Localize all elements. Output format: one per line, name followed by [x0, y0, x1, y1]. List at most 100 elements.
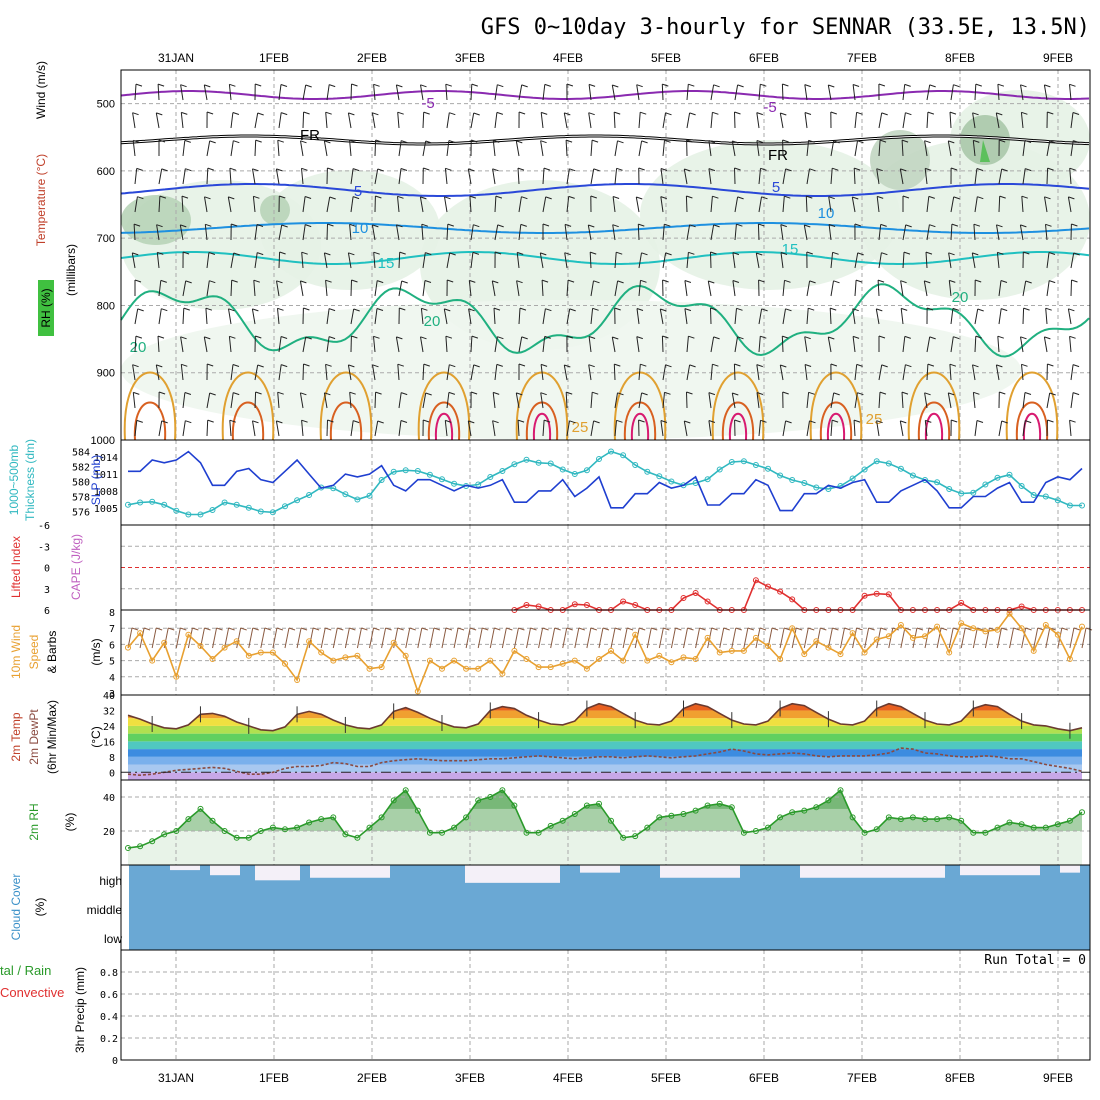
wind-barb-flag	[996, 224, 1003, 228]
wind-barb-flag	[878, 83, 886, 87]
wind-barb	[662, 112, 666, 129]
temp-contour-15	[120, 251, 1090, 265]
wind-barb	[899, 420, 904, 437]
rh-blob	[960, 115, 1010, 165]
wind-barb	[947, 140, 952, 157]
wind-barb-flag	[832, 627, 839, 631]
wind-barb	[446, 224, 449, 241]
wind-barb	[734, 111, 736, 129]
wind-barb-flag	[135, 335, 143, 339]
wind-barb	[326, 308, 330, 325]
temp-contour-25	[809, 371, 863, 441]
wind-barb-flag	[758, 279, 765, 283]
wind-barb	[662, 140, 665, 157]
wind-barb	[732, 252, 736, 269]
wind-speed-line-point	[656, 652, 663, 659]
wind-barb-flag	[617, 392, 624, 396]
wind-barb	[350, 168, 354, 185]
rh-tick: 40	[103, 793, 115, 804]
wind-barb	[1019, 224, 1024, 241]
wind-barb-flag	[567, 279, 575, 283]
wind-barb-flag	[976, 420, 984, 423]
cloud-clear	[800, 865, 945, 878]
rh-above-33	[128, 790, 1082, 809]
wind-barb-flag	[638, 223, 645, 227]
wind-barb	[1045, 308, 1048, 325]
precip-tick: 0.6	[100, 990, 118, 1001]
thickness-line-point	[571, 471, 578, 477]
wind-barb	[302, 224, 306, 241]
wind-barb	[758, 308, 763, 325]
wind-barb	[974, 420, 978, 437]
wind-barb	[325, 112, 328, 129]
wind-barb-flag	[324, 140, 331, 144]
wind-barb-flag	[233, 140, 240, 144]
wind-barb-flag	[881, 112, 888, 116]
wind-barb	[1020, 84, 1024, 101]
wind-barb-flag	[1085, 627, 1093, 631]
thickness-tick: 578	[72, 493, 90, 504]
wind-barb-flag	[400, 420, 408, 423]
ylabel-cloud: Cloud Cover	[9, 874, 23, 941]
wind-barb-flag	[756, 364, 763, 368]
wind-barb-flag	[808, 307, 815, 311]
rh-line-point	[970, 829, 977, 836]
wind-barb-flag	[975, 83, 982, 87]
wind-barb	[453, 627, 459, 649]
thickness-line-point	[885, 460, 892, 467]
wind-speed-line-point	[342, 654, 349, 661]
wind-barb-flag	[638, 419, 645, 423]
wind-barb-flag	[593, 168, 600, 172]
wind-barb	[1070, 279, 1072, 297]
wind-barb	[494, 112, 498, 129]
wind-barb	[182, 140, 186, 157]
wind-barb	[515, 140, 520, 157]
wind-barb-flag	[901, 391, 909, 395]
wind-barb-flag	[1049, 140, 1056, 144]
wind-barb-flag	[925, 419, 932, 423]
wind-barb-flag	[1072, 364, 1080, 368]
wind-barb	[374, 280, 378, 297]
wind-barb-flag	[136, 419, 143, 423]
wind-speed-line-point	[692, 656, 699, 662]
wind-barb	[948, 627, 954, 649]
temp-band	[121, 695, 1090, 703]
wind-barb-flag	[965, 627, 972, 631]
wind-barb-flag	[675, 627, 682, 631]
wind-barb	[254, 224, 258, 241]
wind-barb-flag	[209, 392, 216, 396]
wind-barb	[972, 392, 976, 409]
thickness-line-point	[282, 503, 288, 510]
wind-barb	[254, 364, 259, 381]
wind-barb-flag	[1069, 419, 1076, 423]
wind-barb-flag	[517, 251, 524, 255]
wind-barb-flag	[780, 364, 787, 368]
wind-barb	[878, 140, 881, 157]
wind-barb	[611, 336, 616, 353]
wind-barb	[518, 308, 521, 325]
wind-barb	[134, 420, 138, 437]
wind-barb	[349, 392, 352, 409]
wind-barb-flag	[833, 140, 840, 144]
wind-speed-line-point	[752, 634, 759, 641]
wind-speed-line-point	[269, 649, 276, 656]
wind-barb-flag	[399, 307, 406, 311]
wind-speed-line-point	[378, 664, 385, 671]
wind-barb-flag	[708, 280, 715, 284]
wind-speed-line-point	[366, 665, 373, 672]
date-label-top: 4FEB	[553, 51, 583, 65]
wind-barb	[827, 84, 832, 101]
wind-speed-line-point	[185, 631, 192, 638]
rh-line-point	[982, 829, 989, 836]
wind-barb-flag	[279, 251, 286, 255]
wind-barb-flag	[808, 391, 815, 395]
wind-barb	[662, 364, 666, 381]
contour-label: 25	[572, 419, 589, 436]
wind-barb-flag	[737, 196, 744, 200]
wind-barb-flag	[276, 168, 283, 172]
thickness-line-point	[608, 448, 614, 455]
wind-barb-flag	[640, 279, 647, 283]
thickness-line-point	[233, 501, 240, 508]
wind-barb	[662, 252, 667, 269]
temp-contour-30	[721, 401, 755, 441]
